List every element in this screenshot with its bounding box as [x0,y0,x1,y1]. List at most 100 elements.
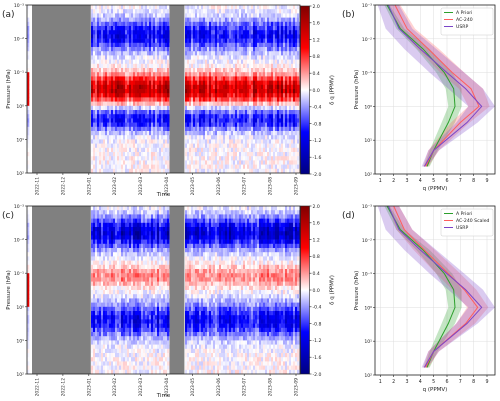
heatmap-cell [101,340,104,345]
heatmap-cell [101,369,104,375]
heatmap-cell [271,55,274,60]
heatmap-cell [253,13,256,18]
heatmap-cell [163,139,166,144]
heatmap-cell [161,93,164,98]
heatmap-cell [93,55,96,60]
heatmap-cell [93,227,96,232]
heatmap-cell [101,160,104,165]
heatmap-cell [109,340,112,345]
heatmap-cell [147,97,150,102]
heatmap-cell [281,156,284,161]
heatmap-cell [203,89,206,94]
heatmap-cell [227,152,230,157]
heatmap-cell [279,126,282,132]
heatmap-cell [291,168,294,174]
heatmap-cell [111,76,114,81]
heatmap-cell [163,9,166,14]
heatmap-cell [105,348,108,354]
heatmap-cell [255,42,258,48]
heatmap-cell [109,214,112,219]
heatmap-cell [163,38,166,44]
heatmap-cell [247,147,250,153]
heatmap-cell [155,42,158,48]
heatmap-cell [131,118,134,123]
heatmap-cell [93,30,96,35]
heatmap-cell [243,160,246,165]
heatmap-cell [249,42,252,48]
heatmap-cell [213,164,216,170]
heatmap-cell [129,252,132,257]
heatmap-cell [239,21,242,27]
heatmap-cell [135,135,138,140]
heatmap-cell [127,152,130,157]
heatmap-cell [131,218,134,224]
heatmap-cell [159,72,162,77]
heatmap-cell [205,97,208,102]
heatmap-cell [201,30,204,35]
heatmap-cell [263,147,266,153]
heatmap-cell [231,156,234,161]
heatmap-cell [153,80,156,86]
heatmap-cell [209,84,212,90]
heatmap-cell [105,281,108,287]
heatmap-cell [115,365,118,371]
heatmap-cell [135,290,138,295]
heatmap-cell [113,369,116,375]
heatmap-cell [259,147,262,153]
heatmap-cell [267,72,270,77]
heatmap-cell [153,135,156,140]
heatmap-cell [193,21,196,27]
heatmap-cell [93,256,96,261]
heatmap-cell [129,80,132,86]
heatmap-cell [27,68,30,73]
heatmap-cell [259,160,262,165]
heatmap-cell [107,311,110,316]
heatmap-cell [125,340,128,345]
heatmap-cell [131,131,134,136]
heatmap-cell [125,9,128,14]
heatmap-cell [105,122,108,128]
heatmap-cell [293,13,296,18]
heatmap-cell [277,152,280,157]
heatmap-cell [211,110,214,115]
heatmap-cell [281,126,284,132]
heatmap-cell [283,135,286,140]
heatmap-cell [129,26,132,31]
heatmap-cell [219,114,222,119]
heatmap-cell [255,55,258,60]
heatmap-cell [91,114,94,119]
heatmap-cell [125,369,128,375]
heatmap-cell [127,68,130,73]
heatmap-cell [135,126,138,132]
heatmap-cell [119,5,122,10]
heatmap-cell [95,294,98,299]
heatmap-cell [291,30,294,35]
heatmap-cell [141,126,144,132]
heatmap-cell [159,118,162,123]
heatmap-cell [199,30,202,35]
heatmap-cell [257,59,260,65]
heatmap-cell [107,21,110,27]
heatmap-cell [129,239,132,245]
heatmap-cell [197,51,200,56]
heatmap-cell [135,311,138,316]
heatmap-cell [199,26,202,31]
heatmap-cell [91,353,94,358]
heatmap-cell [129,59,132,65]
heatmap-cell [115,315,118,320]
heatmap-cell [27,218,30,224]
heatmap-cell [289,156,292,161]
heatmap-cell [133,235,136,240]
heatmap-cell [103,327,106,333]
heatmap-cell [155,164,158,170]
heatmap-cell [247,160,250,165]
heatmap-cell [253,5,256,10]
heatmap-cell [227,114,230,119]
heatmap-cell [189,152,192,157]
heatmap-cell [135,365,138,371]
heatmap-cell [269,9,272,14]
x-tick-label: 2023-03 [138,177,144,196]
heatmap-cell [251,101,254,107]
heatmap-cell [239,160,242,165]
heatmap-cell [223,38,226,44]
